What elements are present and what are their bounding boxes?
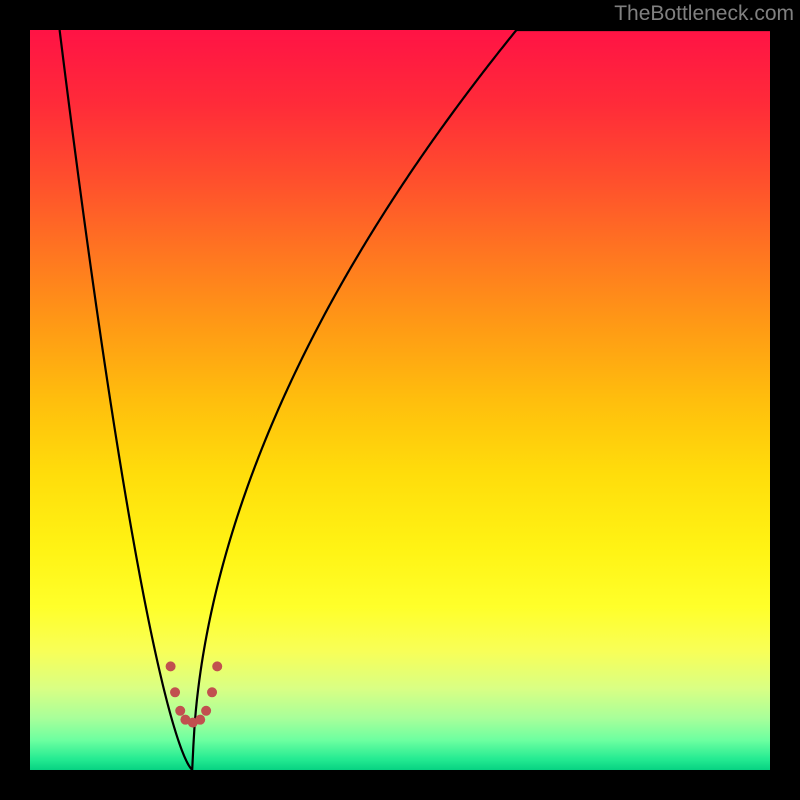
- gradient-background: [30, 30, 770, 770]
- plot-area: [30, 30, 770, 770]
- watermark-label: TheBottleneck.com: [614, 2, 794, 25]
- plot-svg: [30, 30, 770, 770]
- watermark-text: TheBottleneck.com: [614, 2, 794, 26]
